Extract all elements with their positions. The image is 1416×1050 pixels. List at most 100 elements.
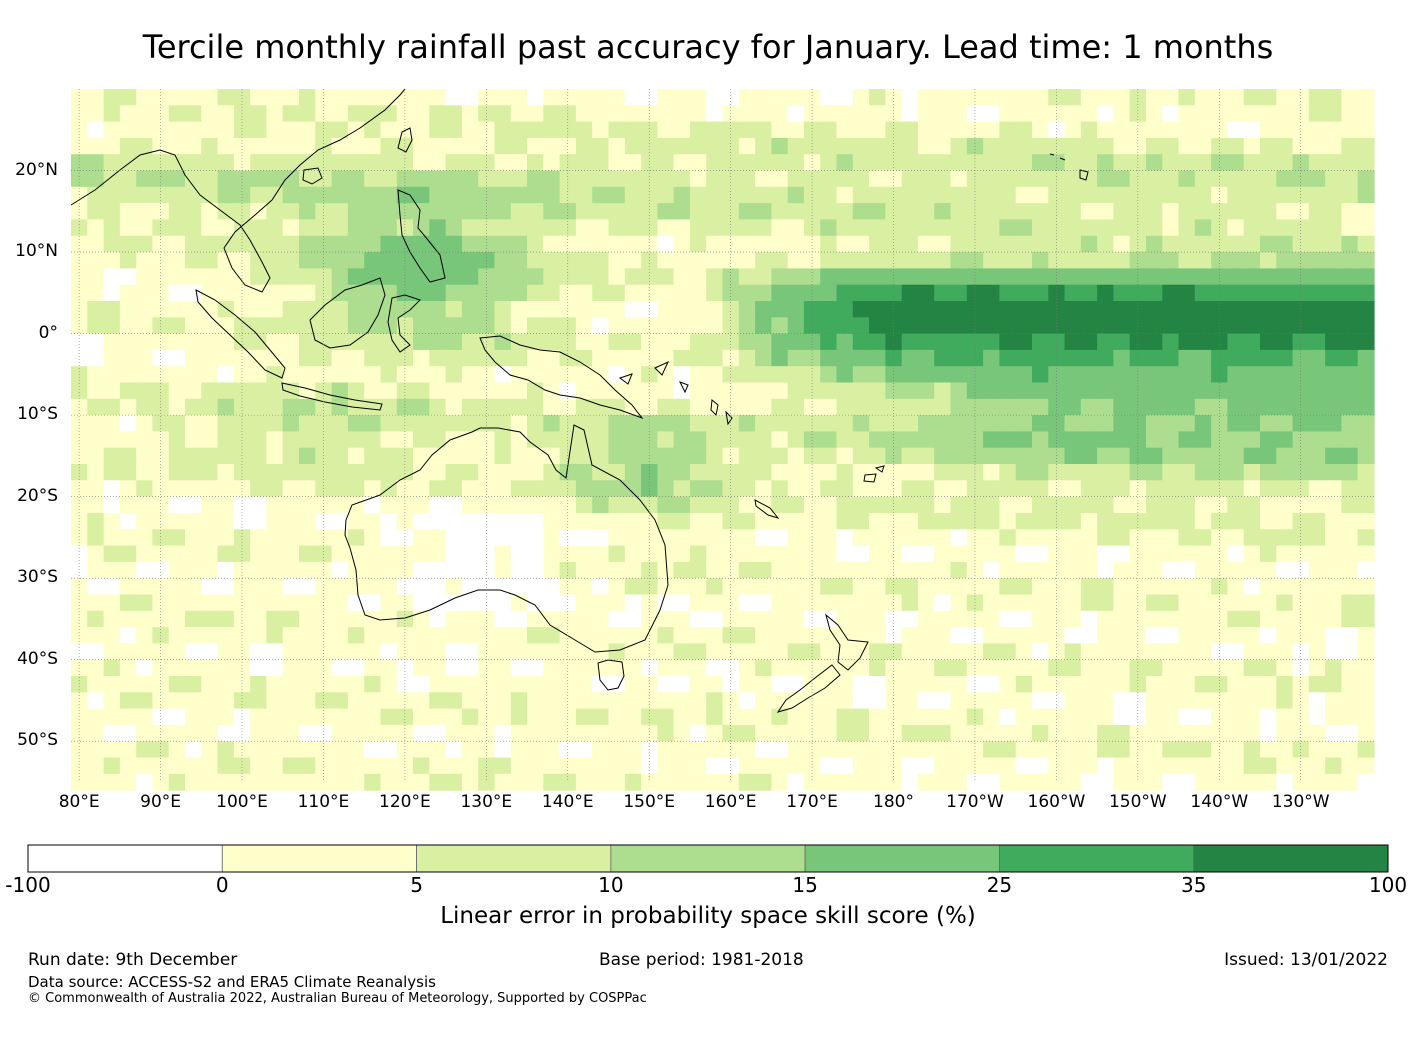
field-cell <box>87 366 105 384</box>
field-cell <box>950 529 968 547</box>
field-cell <box>722 333 740 351</box>
field-cell <box>1243 578 1261 596</box>
field-cell <box>233 349 251 367</box>
field-cell <box>1243 154 1261 172</box>
field-cell <box>1194 349 1212 367</box>
field-cell <box>918 219 935 237</box>
field-cell <box>1048 186 1066 204</box>
field-cell <box>1032 561 1049 579</box>
field-cell <box>1129 252 1147 269</box>
field-cell <box>983 610 1000 628</box>
field-cell <box>119 121 137 139</box>
field-cell <box>168 529 186 547</box>
field-cell <box>1243 301 1261 318</box>
field-cell <box>803 464 821 481</box>
field-cell <box>983 382 1000 400</box>
field-cell <box>803 317 821 335</box>
field-cell <box>999 561 1017 579</box>
field-cell <box>461 496 479 514</box>
field-cell <box>820 252 838 269</box>
field-cell <box>1032 529 1049 547</box>
field-cell <box>1097 154 1114 172</box>
field-cell <box>1260 415 1277 432</box>
field-cell <box>429 137 447 155</box>
field-cell <box>1325 154 1342 172</box>
field-cell <box>103 317 121 335</box>
field-cell <box>1325 529 1342 547</box>
field-cell <box>168 121 186 139</box>
field-cell <box>201 137 219 155</box>
field-cell <box>1325 301 1342 318</box>
field-cell <box>1357 219 1375 237</box>
field-cell <box>461 203 479 220</box>
field-cell <box>673 561 691 579</box>
field-cell <box>836 610 854 628</box>
field-cell <box>706 724 724 742</box>
field-cell <box>1260 496 1277 514</box>
field-cell <box>641 545 658 563</box>
field-cell <box>934 137 952 155</box>
field-cell <box>1292 186 1310 204</box>
field-cell <box>1276 676 1294 693</box>
field-cell <box>1276 105 1294 123</box>
field-cell <box>836 480 854 498</box>
field-cell <box>1243 513 1261 530</box>
field-cell <box>347 741 365 759</box>
field-cell <box>999 333 1017 351</box>
field-cell <box>71 627 88 644</box>
field-cell <box>966 154 984 172</box>
field-cell <box>461 170 479 188</box>
field-cell <box>1097 349 1114 367</box>
field-cell <box>673 333 691 351</box>
field-cell <box>266 529 284 547</box>
field-cell <box>1097 333 1114 351</box>
field-cell <box>657 513 675 530</box>
field-cell <box>608 513 626 530</box>
field-cell <box>885 89 903 106</box>
field-cell <box>1064 366 1082 384</box>
field-cell <box>738 692 756 710</box>
field-cell <box>1292 627 1310 644</box>
field-cell <box>168 105 186 123</box>
field-cell <box>527 186 544 204</box>
field-cell <box>299 203 316 220</box>
field-cell <box>250 301 268 318</box>
field-cell <box>87 186 105 204</box>
field-cell <box>103 219 121 237</box>
field-cell <box>1243 382 1261 400</box>
field-cell <box>950 708 968 726</box>
field-cell <box>461 89 479 106</box>
field-cell <box>250 496 268 514</box>
field-cell <box>559 561 577 579</box>
field-cell <box>1260 464 1277 481</box>
field-cell <box>722 643 740 661</box>
field-cell <box>820 513 838 530</box>
field-cell <box>1292 154 1310 172</box>
field-cell <box>950 219 968 237</box>
field-cell <box>1113 464 1131 481</box>
field-cell <box>1032 137 1049 155</box>
field-cell <box>983 137 1000 155</box>
field-cell <box>1211 121 1228 139</box>
field-cell <box>641 382 658 400</box>
field-cell <box>331 317 349 335</box>
field-cell <box>950 349 968 367</box>
field-cell <box>413 333 430 351</box>
field-cell <box>771 610 789 628</box>
field-cell <box>429 561 447 579</box>
field-cell <box>1097 561 1114 579</box>
field-cell <box>233 366 251 384</box>
field-cell <box>185 415 202 432</box>
field-cell <box>527 137 544 155</box>
field-cell <box>1146 137 1163 155</box>
field-cell <box>347 105 365 123</box>
field-cell <box>87 121 105 139</box>
field-cell <box>494 268 512 286</box>
field-cell <box>71 545 88 563</box>
field-cell <box>934 349 952 367</box>
field-cell <box>1048 252 1066 269</box>
field-cell <box>1243 561 1261 579</box>
field-cell <box>918 431 935 449</box>
field-cell <box>1276 529 1294 547</box>
field-cell <box>1357 757 1375 775</box>
